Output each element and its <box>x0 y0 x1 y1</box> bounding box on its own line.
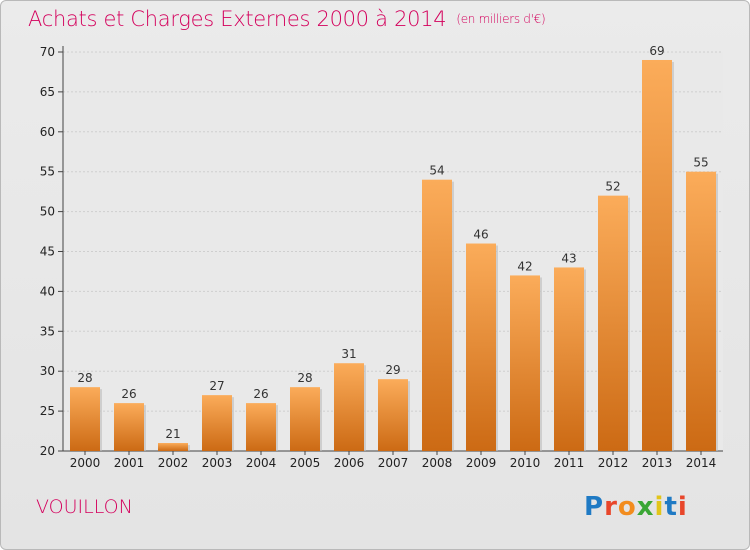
bar-value-label: 21 <box>165 427 180 441</box>
bar-value-label: 43 <box>561 251 576 265</box>
bar <box>290 387 320 451</box>
bar-value-label: 28 <box>77 371 92 385</box>
x-tick-label: 2012 <box>598 456 629 470</box>
logo-letter: o <box>617 492 637 522</box>
y-tick-label: 25 <box>40 404 55 418</box>
bar-value-label: 42 <box>517 259 532 273</box>
bar-value-label: 52 <box>605 180 620 194</box>
y-tick-label: 60 <box>40 125 55 139</box>
bar <box>334 363 364 451</box>
x-tick-label: 2001 <box>114 456 145 470</box>
chart-title-text: Achats et Charges Externes 2000 à 2014 <box>28 7 447 31</box>
bar <box>510 275 540 451</box>
bar <box>466 243 496 451</box>
logo-letter: x <box>636 492 655 522</box>
logo-letter: t <box>664 492 678 522</box>
bar-value-label: 46 <box>473 228 488 242</box>
bar-value-label: 69 <box>649 44 664 58</box>
y-tick-label: 35 <box>40 324 55 338</box>
y-tick-label: 20 <box>40 444 55 458</box>
bar <box>70 387 100 451</box>
x-tick-label: 2004 <box>246 456 277 470</box>
bar-value-label: 27 <box>209 379 224 393</box>
chart-title: Achats et Charges Externes 2000 à 2014 (e… <box>28 7 546 31</box>
bar <box>422 179 452 451</box>
bar-value-label: 26 <box>121 387 136 401</box>
x-tick-label: 2014 <box>686 456 717 470</box>
y-tick-label: 50 <box>40 205 55 219</box>
bar <box>378 379 408 451</box>
bar <box>246 403 276 451</box>
x-tick-label: 2009 <box>466 456 497 470</box>
logo-letter: P <box>584 492 605 522</box>
bar-value-label: 31 <box>341 347 356 361</box>
y-tick-label: 30 <box>40 364 55 378</box>
x-tick-label: 2007 <box>378 456 409 470</box>
bar <box>158 443 188 451</box>
bar-value-label: 28 <box>297 371 312 385</box>
chart-unit: (en milliers d'€) <box>456 12 546 26</box>
proxiti-logo: Proxiti <box>584 492 688 522</box>
bar <box>642 59 672 451</box>
x-tick-label: 2008 <box>422 456 453 470</box>
y-tick-label: 70 <box>40 45 55 59</box>
y-tick-label: 55 <box>40 165 55 179</box>
bar-value-label: 26 <box>253 387 268 401</box>
bar-value-label: 29 <box>385 363 400 377</box>
x-tick-label: 2002 <box>158 456 189 470</box>
bar <box>554 267 584 451</box>
x-tick-label: 2003 <box>202 456 233 470</box>
bar <box>114 403 144 451</box>
logo-letter: r <box>604 492 618 522</box>
bar-value-label: 54 <box>429 164 444 178</box>
x-tick-label: 2006 <box>334 456 365 470</box>
y-tick-label: 65 <box>40 85 55 99</box>
logo-letter: i <box>654 492 665 522</box>
bar <box>598 195 628 451</box>
x-tick-label: 2011 <box>554 456 585 470</box>
bar <box>202 395 232 451</box>
logo-letter: i <box>677 492 688 522</box>
x-tick-label: 2010 <box>510 456 541 470</box>
x-tick-label: 2013 <box>642 456 673 470</box>
x-tick-label: 2000 <box>70 456 101 470</box>
bar <box>686 171 716 451</box>
x-tick-label: 2005 <box>290 456 321 470</box>
y-tick-label: 45 <box>40 245 55 259</box>
y-tick-label: 40 <box>40 284 55 298</box>
bar-value-label: 55 <box>693 156 708 170</box>
location-label: VOUILLON <box>36 496 133 518</box>
